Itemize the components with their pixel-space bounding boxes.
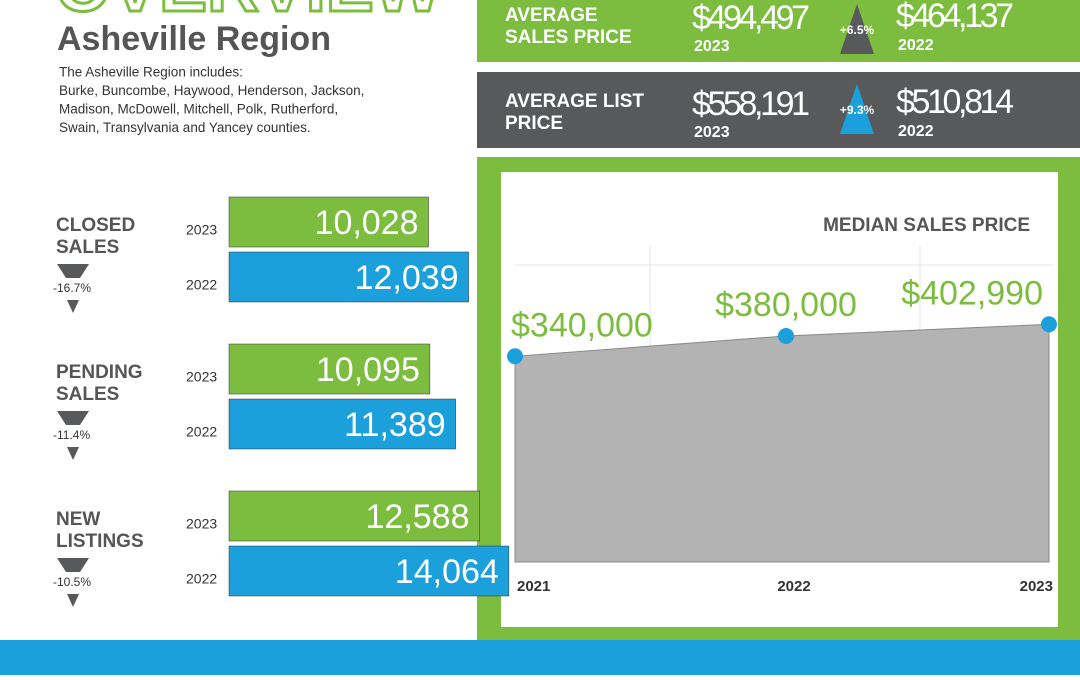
bar: [228, 545, 510, 597]
previous-year: 2022: [898, 37, 934, 54]
point: [778, 327, 794, 344]
x-tick-label: 2022: [777, 578, 810, 595]
area: [514, 323, 1050, 563]
bar-label: 10,028: [315, 204, 419, 242]
point: [507, 348, 523, 365]
bar-label: 11,389: [344, 406, 445, 444]
funnel-icon: [57, 558, 89, 572]
stat-change: -16.7%: [53, 281, 91, 295]
card-label: AVERAGE LIST: [505, 91, 644, 112]
point: [1041, 316, 1057, 333]
funnel-icon: [57, 264, 89, 278]
chart-title: MEDIAN SALES PRICE: [823, 215, 1030, 236]
price-card: [477, 72, 1080, 148]
bar: [228, 196, 429, 248]
previous-value: $510,814: [896, 83, 1014, 121]
value-label: $340,000: [511, 306, 653, 344]
current-year: 2023: [694, 124, 730, 141]
bar: [228, 343, 431, 395]
footer-bar: [0, 640, 1080, 675]
change: +9.3%: [840, 103, 875, 117]
price-card: [477, 0, 1080, 62]
down-arrow: [67, 300, 79, 313]
description: Swain, Transylvania and Yancey counties.: [59, 120, 311, 135]
bar-label: 10,095: [316, 351, 420, 389]
bar-year: 2023: [186, 516, 217, 532]
previous-value: $464,137: [896, 0, 1014, 35]
bar-label: 12,588: [366, 498, 470, 536]
description: The Asheville Region includes:: [59, 65, 243, 80]
stat-label: SALES: [56, 384, 119, 405]
description: Madison, McDowell, Mitchell, Polk, Ruthe…: [59, 102, 338, 117]
stat-label: SALES: [56, 237, 119, 258]
down-arrow: [67, 594, 79, 607]
current-value: $494,497: [692, 0, 810, 37]
x-tick-label: 2023: [1020, 578, 1053, 595]
stat-label: LISTINGS: [56, 531, 144, 552]
down-arrow: [67, 447, 79, 460]
stat-label: PENDING: [56, 362, 143, 383]
funnel-icon: [57, 411, 89, 425]
stat-label: NEW: [56, 509, 100, 530]
bar: [228, 490, 480, 542]
card-label: PRICE: [505, 113, 563, 134]
change-arrow: [840, 4, 874, 54]
subtitle: Asheville Region: [57, 20, 331, 58]
bar-label: 12,039: [355, 259, 459, 297]
current-value: $558,191: [692, 85, 810, 123]
value-label: $402,990: [901, 274, 1043, 312]
bar-year: 2023: [186, 222, 217, 238]
bar-year: 2023: [186, 369, 217, 385]
change: +6.5%: [840, 23, 875, 37]
card-label: SALES PRICE: [505, 27, 632, 48]
previous-year: 2022: [898, 123, 934, 140]
description: Burke, Buncombe, Haywood, Henderson, Jac…: [59, 83, 364, 98]
bar-year: 2022: [186, 424, 217, 440]
current-year: 2023: [694, 38, 730, 55]
stat-change: -10.5%: [53, 575, 91, 589]
bar-year: 2022: [186, 571, 217, 587]
stat-change: -11.4%: [53, 428, 90, 442]
card-label: AVERAGE: [505, 5, 598, 26]
bar: [228, 251, 469, 303]
bar-label: 14,064: [395, 553, 499, 591]
value-label: $380,000: [715, 286, 857, 324]
change-arrow: [840, 84, 874, 134]
stat-label: CLOSED: [56, 215, 135, 236]
x-tick-label: 2021: [517, 578, 550, 595]
title: OVERVIEW: [55, 0, 442, 27]
bar-year: 2022: [186, 277, 217, 293]
bar: [228, 398, 456, 450]
